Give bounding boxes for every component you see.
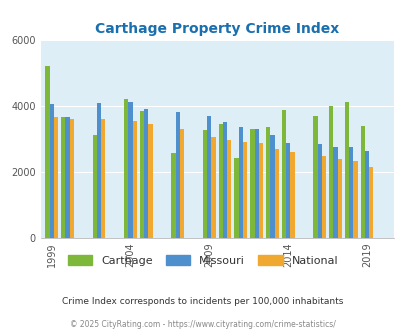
Bar bbox=[49, 104, 53, 238]
Bar bbox=[344, 102, 348, 238]
Bar bbox=[124, 99, 128, 238]
Bar bbox=[222, 122, 227, 238]
Bar bbox=[202, 130, 207, 238]
Legend: Carthage, Missouri, National: Carthage, Missouri, National bbox=[63, 250, 342, 270]
Bar bbox=[368, 167, 373, 238]
Bar bbox=[265, 127, 270, 238]
Bar bbox=[175, 112, 179, 238]
Bar bbox=[139, 111, 144, 238]
Bar bbox=[360, 126, 364, 238]
Bar bbox=[290, 152, 294, 238]
Title: Carthage Property Crime Index: Carthage Property Crime Index bbox=[95, 22, 339, 36]
Bar bbox=[258, 143, 262, 238]
Bar bbox=[227, 140, 231, 238]
Bar bbox=[179, 129, 184, 238]
Bar bbox=[45, 66, 49, 238]
Bar bbox=[171, 153, 175, 238]
Bar bbox=[337, 159, 341, 238]
Bar bbox=[65, 117, 69, 238]
Bar bbox=[211, 137, 215, 238]
Bar bbox=[281, 110, 286, 238]
Bar bbox=[321, 156, 325, 238]
Bar bbox=[128, 102, 132, 238]
Bar bbox=[254, 129, 258, 238]
Bar bbox=[364, 151, 368, 238]
Bar bbox=[313, 115, 317, 238]
Bar bbox=[274, 148, 278, 238]
Bar bbox=[333, 147, 337, 238]
Bar bbox=[144, 109, 148, 238]
Bar bbox=[69, 119, 74, 238]
Bar bbox=[92, 135, 96, 238]
Bar bbox=[352, 161, 357, 238]
Bar bbox=[328, 106, 333, 238]
Bar bbox=[96, 103, 101, 238]
Bar bbox=[234, 158, 238, 238]
Bar bbox=[148, 124, 152, 238]
Bar bbox=[317, 144, 321, 238]
Bar bbox=[53, 117, 58, 238]
Bar bbox=[101, 119, 105, 238]
Bar bbox=[61, 117, 65, 238]
Bar bbox=[243, 142, 247, 238]
Bar bbox=[270, 135, 274, 238]
Bar bbox=[249, 129, 254, 238]
Bar bbox=[238, 127, 243, 238]
Bar bbox=[132, 121, 136, 238]
Text: Crime Index corresponds to incidents per 100,000 inhabitants: Crime Index corresponds to incidents per… bbox=[62, 297, 343, 307]
Bar bbox=[218, 124, 222, 238]
Text: © 2025 CityRating.com - https://www.cityrating.com/crime-statistics/: © 2025 CityRating.com - https://www.city… bbox=[70, 319, 335, 329]
Bar bbox=[207, 115, 211, 238]
Bar bbox=[348, 147, 352, 238]
Bar bbox=[286, 143, 290, 238]
